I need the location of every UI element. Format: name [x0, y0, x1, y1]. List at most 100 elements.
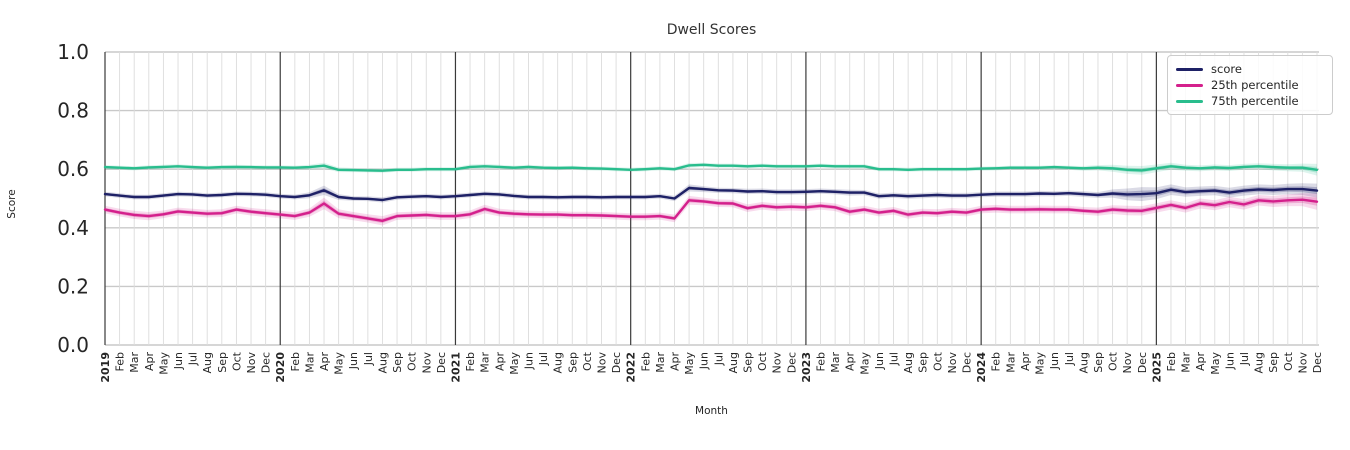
svg-text:Jul: Jul	[537, 352, 550, 366]
svg-text:Dec: Dec	[785, 352, 798, 373]
svg-text:Jun: Jun	[522, 352, 535, 370]
svg-text:Aug: Aug	[376, 352, 389, 373]
svg-text:1.0: 1.0	[57, 40, 89, 64]
svg-text:Jun: Jun	[347, 352, 360, 370]
svg-text:Mar: Mar	[479, 352, 492, 373]
svg-text:Nov: Nov	[946, 352, 959, 374]
svg-text:Nov: Nov	[245, 352, 258, 374]
svg-text:Jun: Jun	[172, 352, 185, 370]
svg-text:Jul: Jul	[362, 352, 375, 366]
svg-text:Apr: Apr	[668, 352, 681, 372]
svg-text:2021: 2021	[449, 352, 462, 383]
svg-text:Oct: Oct	[756, 351, 769, 371]
svg-text:Apr: Apr	[493, 352, 506, 372]
svg-text:2024: 2024	[975, 352, 988, 383]
svg-text:2023: 2023	[800, 352, 813, 383]
svg-text:Jul: Jul	[1063, 352, 1076, 366]
legend-item-score: score	[1176, 61, 1324, 77]
svg-text:Sep: Sep	[391, 352, 404, 373]
svg-text:2020: 2020	[274, 352, 287, 383]
svg-text:Aug: Aug	[727, 352, 740, 373]
svg-text:Nov: Nov	[595, 352, 608, 374]
svg-text:May: May	[1209, 352, 1222, 375]
svg-text:Feb: Feb	[639, 352, 652, 371]
svg-text:Sep: Sep	[1092, 352, 1105, 373]
svg-text:Sep: Sep	[917, 352, 930, 373]
svg-text:Sep: Sep	[566, 352, 579, 373]
svg-text:Dec: Dec	[435, 352, 448, 373]
svg-text:Oct: Oct	[581, 351, 594, 371]
svg-text:Feb: Feb	[815, 352, 828, 371]
svg-text:Nov: Nov	[1296, 352, 1309, 374]
svg-text:May: May	[858, 352, 871, 375]
svg-text:Mar: Mar	[654, 352, 667, 373]
svg-text:Jul: Jul	[712, 352, 725, 366]
svg-text:Jun: Jun	[873, 352, 886, 370]
svg-text:Mar: Mar	[829, 352, 842, 373]
svg-text:Nov: Nov	[771, 352, 784, 374]
svg-text:Feb: Feb	[289, 352, 302, 371]
svg-text:Mar: Mar	[1180, 352, 1193, 373]
svg-text:May: May	[157, 352, 170, 375]
svg-text:May: May	[333, 352, 346, 375]
svg-text:Nov: Nov	[420, 352, 433, 374]
legend: score 25th percentile 75th percentile	[1167, 55, 1333, 115]
svg-text:Apr: Apr	[1194, 352, 1207, 372]
svg-text:Dec: Dec	[1311, 352, 1324, 373]
svg-text:Apr: Apr	[1019, 352, 1032, 372]
legend-label: 25th percentile	[1211, 78, 1299, 92]
x-axis-label: Month	[695, 405, 728, 417]
svg-text:Mar: Mar	[1004, 352, 1017, 373]
svg-text:0.2: 0.2	[57, 274, 89, 298]
svg-text:Jul: Jul	[1238, 352, 1251, 366]
svg-text:Dec: Dec	[610, 352, 623, 373]
legend-label: score	[1211, 62, 1242, 76]
svg-text:Dec: Dec	[260, 352, 273, 373]
svg-text:Jun: Jun	[1048, 352, 1061, 370]
legend-item-25th-percentile: 25th percentile	[1176, 77, 1324, 93]
svg-text:Sep: Sep	[216, 352, 229, 373]
svg-text:Feb: Feb	[464, 352, 477, 371]
svg-text:2022: 2022	[625, 352, 638, 383]
svg-text:Dec: Dec	[1136, 352, 1149, 373]
svg-text:Sep: Sep	[742, 352, 755, 373]
svg-text:May: May	[683, 352, 696, 375]
svg-text:0.0: 0.0	[57, 333, 89, 357]
svg-text:Aug: Aug	[1253, 352, 1266, 373]
svg-text:Mar: Mar	[128, 352, 141, 373]
svg-text:Jun: Jun	[698, 352, 711, 370]
svg-text:2019: 2019	[99, 352, 112, 383]
svg-text:Aug: Aug	[552, 352, 565, 373]
svg-text:Jun: Jun	[1223, 352, 1236, 370]
svg-text:Apr: Apr	[318, 352, 331, 372]
svg-text:2025: 2025	[1150, 352, 1163, 383]
legend-label: 75th percentile	[1211, 94, 1299, 108]
svg-text:Apr: Apr	[143, 352, 156, 372]
svg-text:Jul: Jul	[888, 352, 901, 366]
percentile75-line-swatch	[1176, 99, 1203, 103]
svg-text:Oct: Oct	[406, 351, 419, 371]
svg-text:0.8: 0.8	[57, 99, 89, 123]
svg-text:Dec: Dec	[961, 352, 974, 373]
svg-text:Apr: Apr	[844, 352, 857, 372]
svg-text:Sep: Sep	[1267, 352, 1280, 373]
svg-text:0.4: 0.4	[57, 216, 89, 240]
svg-text:May: May	[508, 352, 521, 375]
svg-text:Aug: Aug	[201, 352, 214, 373]
svg-text:Oct: Oct	[230, 351, 243, 371]
svg-text:Feb: Feb	[1165, 352, 1178, 371]
legend-item-75th-percentile: 75th percentile	[1176, 93, 1324, 109]
svg-text:Nov: Nov	[1121, 352, 1134, 374]
svg-text:Oct: Oct	[1107, 351, 1120, 371]
svg-text:0.6: 0.6	[57, 157, 89, 181]
svg-text:Feb: Feb	[114, 352, 127, 371]
svg-text:Aug: Aug	[902, 352, 915, 373]
svg-text:Aug: Aug	[1077, 352, 1090, 373]
score-line-swatch	[1176, 67, 1203, 71]
chart-title: Dwell Scores	[666, 22, 757, 38]
svg-text:Oct: Oct	[931, 351, 944, 371]
svg-text:Jul: Jul	[187, 352, 200, 366]
svg-text:May: May	[1034, 352, 1047, 375]
percentile25-line-swatch	[1176, 83, 1203, 87]
